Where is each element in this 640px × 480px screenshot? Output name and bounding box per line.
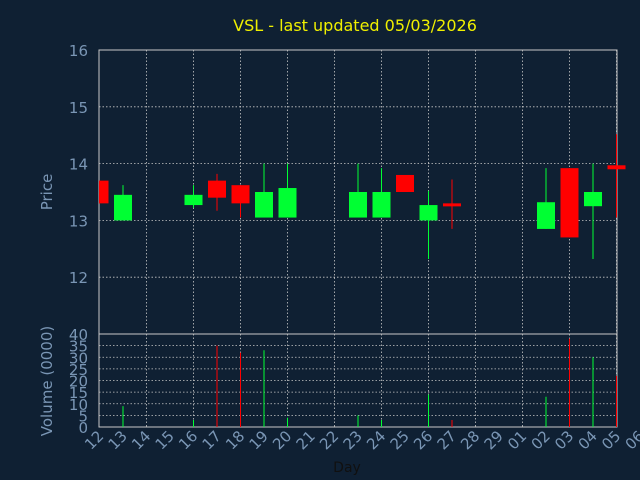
x-tick-label: 25 — [387, 427, 413, 453]
x-tick-label: 20 — [269, 427, 295, 453]
candle-body — [372, 192, 391, 218]
x-tick-label: 21 — [293, 427, 319, 453]
volume-tick-label: 20 — [69, 373, 88, 391]
x-tick-label: 23 — [340, 427, 366, 453]
price-tick-label: 12 — [69, 269, 88, 287]
chart-title: VSL - last updated 05/03/2026 — [233, 16, 477, 35]
volume-tick-label: 10 — [69, 396, 88, 414]
volume-tick-label: 5 — [78, 407, 88, 425]
x-axis-label: Day — [333, 460, 361, 476]
candle-body — [184, 194, 203, 206]
volume-tick-label: 0 — [78, 419, 88, 437]
price-tick-label: 14 — [69, 156, 88, 174]
x-tick-label: 05 — [598, 427, 624, 453]
candle-body — [255, 192, 273, 218]
x-tick-labels: 1213141516171819202122232425262728290102… — [81, 427, 640, 453]
x-tick-label: 18 — [222, 427, 248, 453]
grid-lines — [99, 50, 617, 427]
volume-tick-label: 40 — [69, 326, 88, 344]
x-tick-label: 16 — [175, 427, 201, 453]
x-tick-label: 14 — [128, 427, 154, 453]
volume-bars — [122, 338, 617, 427]
x-tick-label: 19 — [246, 427, 272, 453]
candle-body — [278, 188, 297, 218]
x-tick-label: 17 — [199, 427, 225, 453]
x-tick-label: 02 — [528, 427, 554, 453]
price-axis-label: Price — [38, 174, 56, 211]
x-tick-label: 27 — [434, 427, 460, 453]
volume-tick-label: 35 — [69, 338, 88, 356]
price-candles — [99, 134, 626, 260]
volume-tick-label: 25 — [69, 361, 88, 379]
candle-body — [537, 202, 555, 229]
volume-tick-label: 30 — [69, 349, 88, 367]
x-tick-label: 24 — [363, 427, 389, 453]
x-tick-label: 01 — [504, 427, 530, 453]
candle-body — [584, 192, 602, 207]
x-tick-label: 03 — [551, 427, 577, 453]
x-tick-label: 26 — [410, 427, 436, 453]
x-tick-label: 28 — [457, 427, 483, 453]
price-tick-label: 13 — [69, 212, 88, 230]
candle-body — [396, 174, 414, 192]
candle-body — [419, 205, 438, 221]
x-tick-label: 06 — [622, 427, 640, 453]
x-tick-label: 22 — [316, 427, 342, 453]
candle-body — [231, 185, 250, 204]
candle-body — [560, 168, 579, 238]
candle-body — [114, 194, 132, 221]
x-tick-label: 29 — [481, 427, 507, 453]
x-tick-label: 15 — [152, 427, 178, 453]
volume-axis-label: Volume (0000) — [38, 326, 56, 436]
candle-body — [208, 180, 226, 198]
candle-body — [443, 203, 461, 207]
candle-body — [99, 180, 109, 204]
price-tick-label: 15 — [69, 99, 88, 117]
x-tick-label: 13 — [105, 427, 131, 453]
price-tick-label: 16 — [69, 42, 88, 60]
x-tick-label: 04 — [575, 427, 601, 453]
candle-body — [349, 192, 367, 218]
volume-tick-label: 15 — [69, 384, 88, 402]
candle-body — [607, 165, 626, 170]
